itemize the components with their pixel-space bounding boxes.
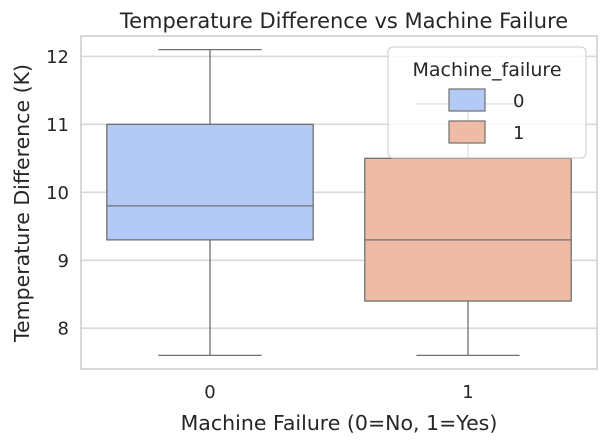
x-axis-label: Machine Failure (0=No, 1=Yes) [181, 411, 498, 435]
y-axis-label: Temperature Difference (K) [10, 64, 34, 343]
x-tick-label: 1 [462, 382, 473, 403]
y-tick-label: 12 [46, 47, 69, 68]
legend-label-1: 1 [513, 123, 524, 144]
box-group-0 [106, 48, 314, 357]
boxes [106, 48, 572, 357]
y-tick-label: 10 [46, 183, 69, 204]
legend-label-0: 0 [513, 91, 524, 112]
plot-area [80, 35, 598, 370]
legend-frame [387, 46, 587, 159]
box-group-1 [364, 103, 572, 357]
legend-swatch-1 [448, 120, 486, 144]
y-tick-label: 11 [46, 115, 69, 136]
y-tick-label: 8 [58, 319, 69, 340]
x-tick-label: 0 [204, 382, 215, 403]
iqr-box [106, 123, 314, 241]
iqr-box [364, 157, 572, 302]
y-tick-labels: 8 9 10 11 12 [46, 47, 69, 340]
legend-title: Machine_failure [412, 59, 561, 81]
legend-swatch-0 [448, 88, 486, 112]
y-tick-label: 9 [58, 251, 69, 272]
chart-title: Temperature Difference vs Machine Failur… [119, 9, 568, 33]
legend: Machine_failure 0 1 [387, 46, 587, 159]
